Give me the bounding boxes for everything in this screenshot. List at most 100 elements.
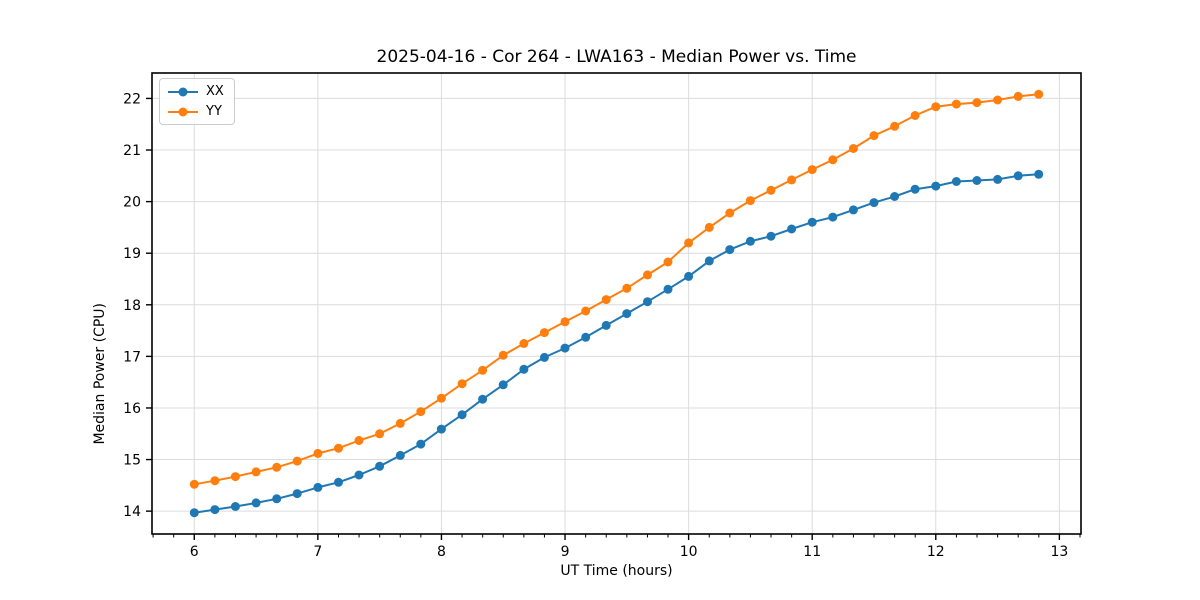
series-yy-marker [498, 350, 508, 360]
series-yy-marker [787, 175, 797, 185]
series-yy-marker [1013, 91, 1023, 101]
series-xx-marker [643, 297, 652, 307]
legend-marker-yy-icon [168, 107, 198, 116]
legend-item-yy: YY [168, 104, 224, 119]
series-yy-marker [910, 111, 920, 120]
series-xx-marker [663, 284, 673, 294]
series-xx-marker [787, 224, 797, 234]
legend: XX YY [159, 78, 235, 125]
series-yy-marker [807, 165, 817, 175]
series-xx-marker [251, 498, 261, 508]
series-yy-marker [601, 295, 611, 305]
y-tick-label: 22 [123, 91, 141, 107]
legend-item-xx: XX [168, 84, 224, 99]
series-yy-marker [272, 462, 282, 472]
series-yy-marker [251, 467, 261, 477]
series-yy-marker [395, 418, 405, 428]
series-xx-marker [457, 410, 467, 420]
series-xx-marker [230, 502, 240, 511]
series-xx-marker [210, 505, 220, 515]
series-xx-marker [189, 508, 199, 518]
series-yy-marker [210, 476, 220, 486]
series-yy-marker [828, 155, 838, 165]
series-xx-marker [931, 181, 941, 191]
series-yy-marker [292, 456, 302, 466]
series-xx-marker [395, 450, 405, 460]
x-tick-label: 10 [680, 544, 698, 560]
series-xx-marker [498, 380, 508, 390]
series-yy-marker [1034, 89, 1044, 99]
series-xx-marker [684, 271, 694, 281]
series-xx-marker [416, 439, 426, 449]
series-yy-marker [869, 131, 879, 141]
x-tick-label: 13 [1050, 544, 1068, 560]
series-yy-marker [890, 121, 900, 131]
series-xx-marker [622, 309, 632, 319]
series-yy-marker [725, 208, 735, 218]
series-xx-marker [354, 470, 364, 480]
series-yy-marker [704, 222, 714, 232]
series-xx-marker [478, 394, 488, 404]
legend-label-xx: XX [206, 84, 224, 99]
series-xx-marker [601, 320, 611, 330]
series-yy-marker [951, 99, 961, 109]
series-yy-marker [334, 443, 343, 453]
series-yy-marker [519, 339, 529, 348]
series-xx-marker [292, 489, 302, 499]
series-xx-marker [890, 192, 900, 201]
series-yy-marker [189, 479, 199, 489]
series-yy-marker [848, 144, 858, 153]
series-xx-marker [313, 482, 323, 492]
series-yy-marker [313, 448, 323, 458]
series-xx-marker [272, 494, 282, 504]
series-xx-marker [1034, 169, 1044, 179]
series-yy-marker [581, 306, 591, 316]
series-yy-marker [478, 365, 488, 375]
series-yy-marker [457, 379, 467, 389]
series-xx-marker [869, 198, 879, 208]
series-xx-line [193, 173, 1040, 514]
series-xx-marker [375, 461, 385, 471]
series-yy-line [193, 93, 1040, 486]
y-tick-label: 19 [123, 246, 141, 262]
chart-title: 2025-04-16 - Cor 264 - LWA163 - Median P… [376, 47, 857, 67]
axes-spine [151, 72, 1082, 535]
x-tick-label: 7 [313, 544, 322, 560]
series-xx-marker [334, 477, 343, 487]
series-xx-marker [910, 184, 920, 194]
x-tick-label: 12 [927, 544, 945, 560]
series-xx-marker [725, 245, 735, 255]
x-tick-label: 6 [190, 544, 199, 560]
series-yy-marker [354, 436, 364, 445]
series-yy-marker [436, 393, 446, 403]
series-xx-marker [766, 231, 776, 241]
y-tick-label: 16 [123, 401, 141, 417]
y-tick-label: 20 [123, 195, 141, 211]
series-xx-marker [560, 343, 570, 353]
x-axis-label: UT Time (hours) [560, 563, 673, 579]
series-yy-marker [375, 429, 385, 439]
y-tick-label: 21 [123, 143, 141, 159]
series-xx-marker [745, 236, 755, 246]
series-yy-marker [684, 238, 694, 248]
legend-label-yy: YY [206, 104, 222, 119]
x-tick-label: 11 [803, 544, 821, 560]
series-xx-marker [704, 256, 714, 266]
legend-marker-xx-icon [168, 87, 198, 96]
series-yy-marker [643, 270, 652, 280]
series-yy-marker [560, 317, 570, 327]
series-yy-marker [663, 257, 673, 267]
series-yy-marker [993, 95, 1003, 105]
series-xx-marker [1013, 171, 1023, 181]
y-tick-label: 14 [123, 504, 141, 520]
series-xx-marker [807, 217, 817, 227]
series-xx-marker [436, 424, 446, 434]
series-xx-marker [993, 174, 1003, 184]
series-xx-marker [519, 364, 529, 374]
series-yy-marker [766, 185, 776, 195]
series-xx-marker [539, 352, 549, 362]
series-yy-marker [745, 196, 755, 206]
series-xx-marker [828, 212, 838, 222]
